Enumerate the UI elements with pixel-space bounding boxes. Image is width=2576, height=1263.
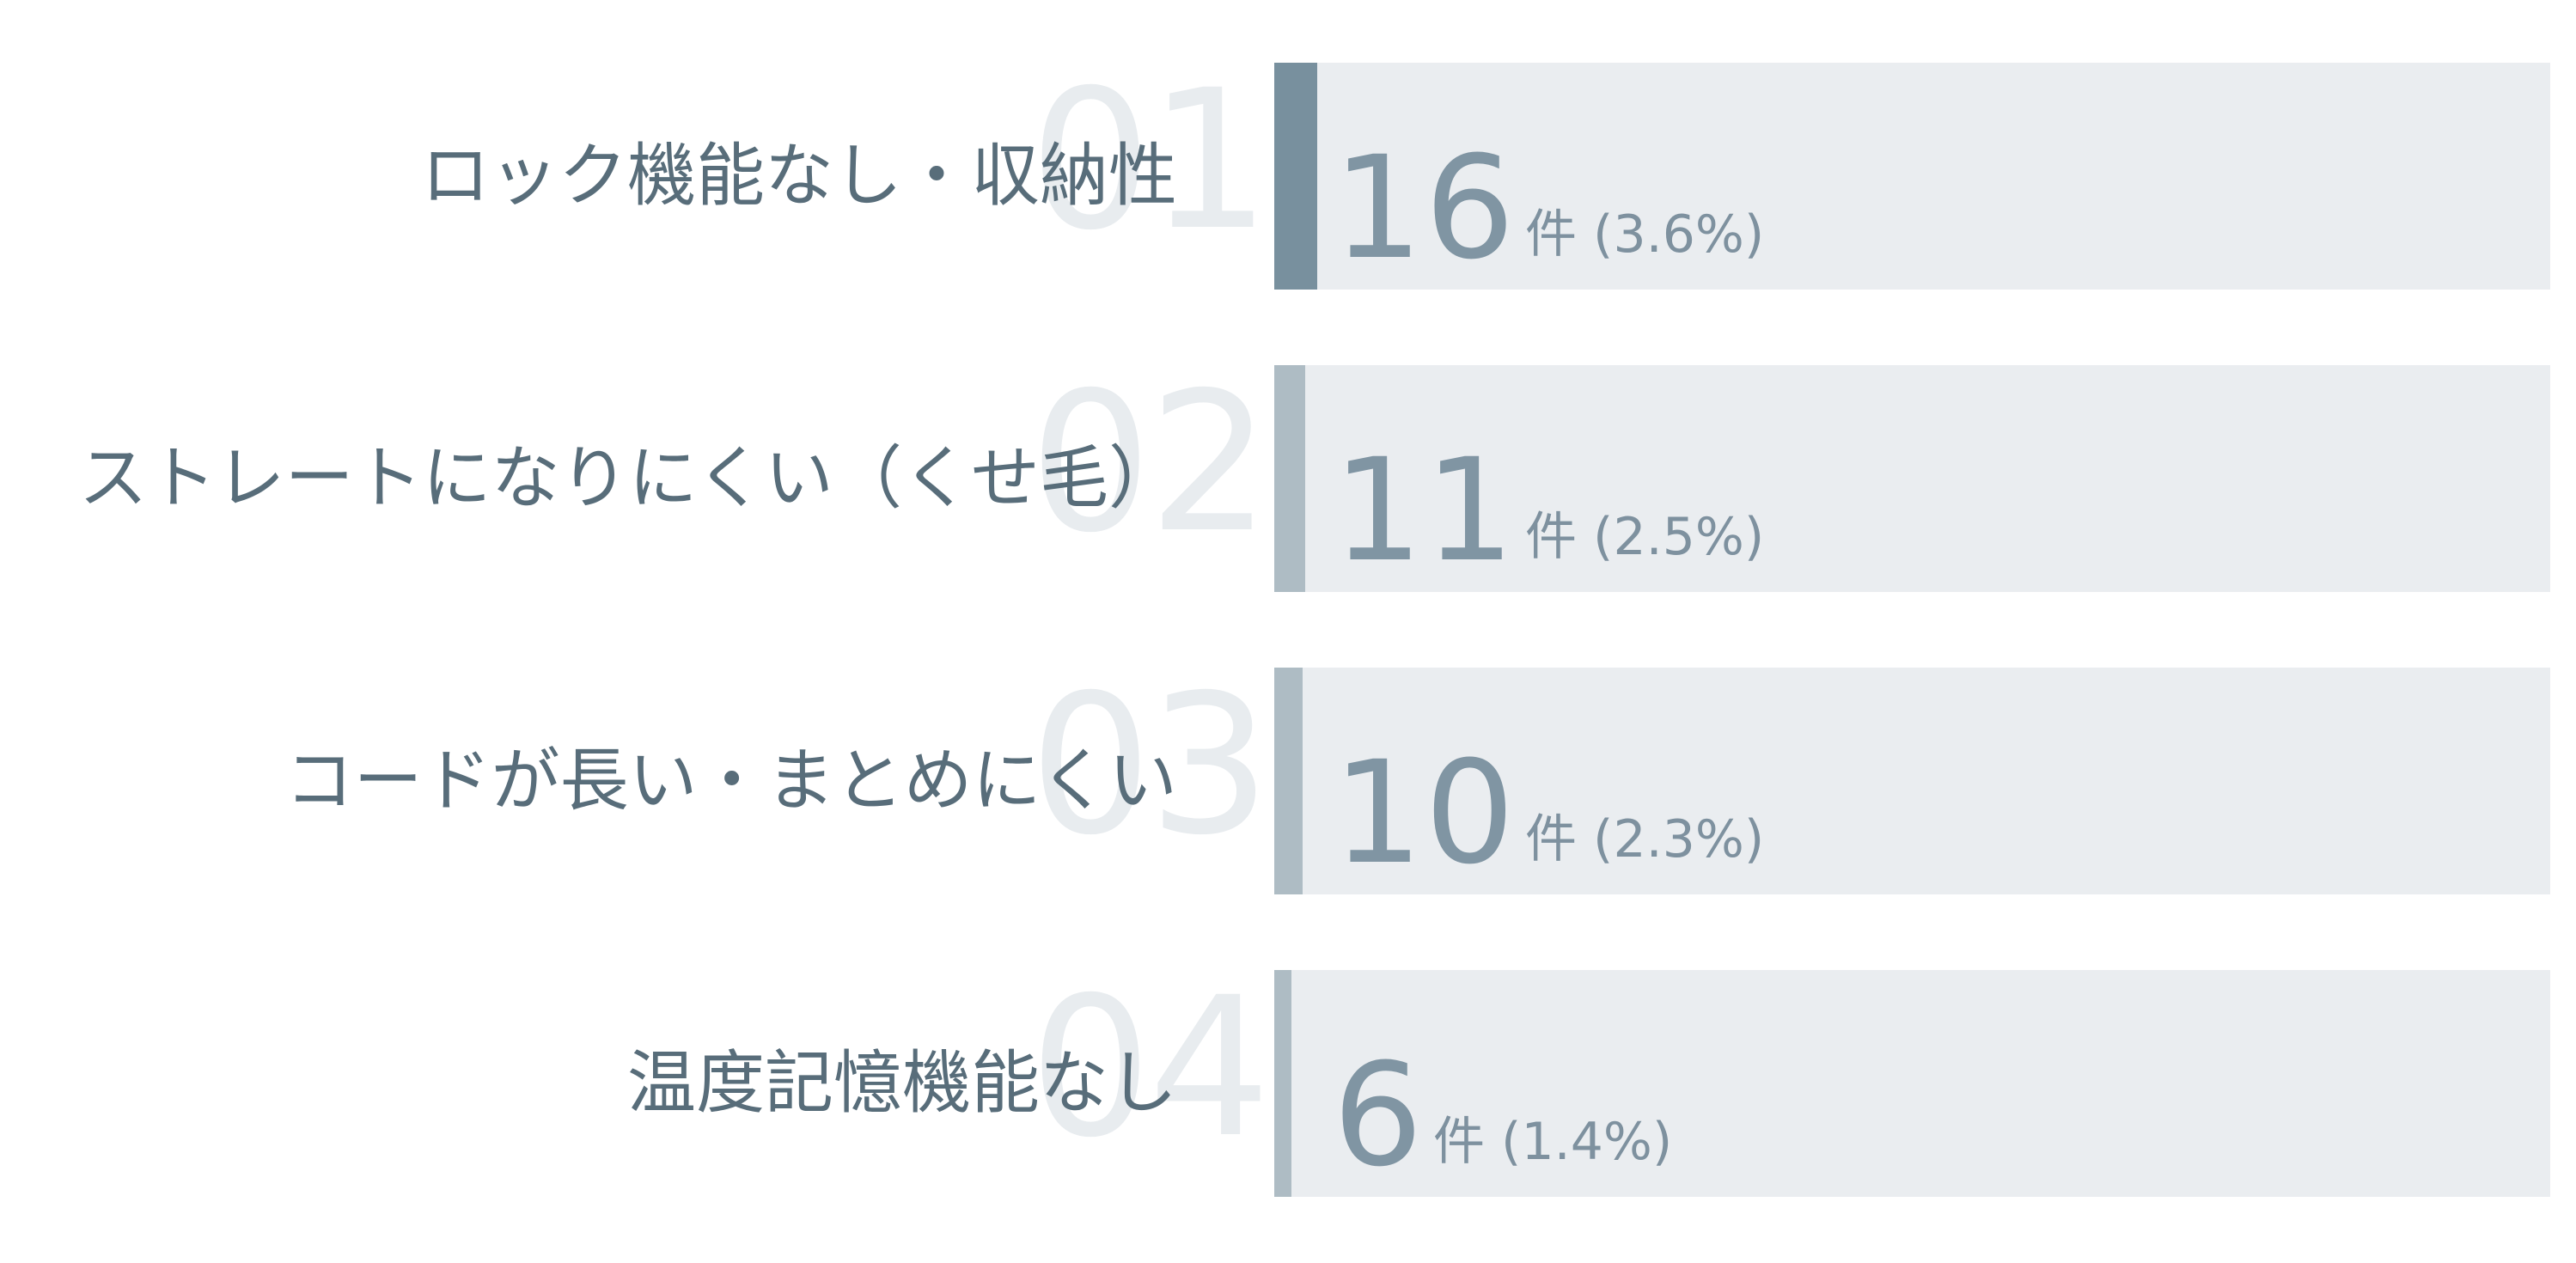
bar-value-2: 11 件 (2.5%) bbox=[1333, 440, 1764, 582]
rank-number-4: 04 bbox=[1029, 955, 1271, 1180]
bar-accent-1 bbox=[1274, 63, 1317, 290]
value-suffix-4: 件 (1.4%) bbox=[1432, 1112, 1673, 1172]
value-number-3: 10 bbox=[1333, 730, 1517, 895]
value-number-4: 6 bbox=[1333, 1033, 1425, 1198]
category-label-4: 温度記憶機能なし bbox=[627, 1043, 1177, 1124]
bar-accent-4 bbox=[1274, 970, 1291, 1197]
value-suffix-1: 件 (3.6%) bbox=[1524, 204, 1765, 265]
category-label-3: コードが長い・まとめにくい bbox=[284, 741, 1177, 821]
chart-row-3: 03 コードが長い・まとめにくい 10 件 (2.3%) bbox=[0, 668, 2576, 894]
rank-number-2: 02 bbox=[1029, 351, 1271, 575]
bar-accent-3 bbox=[1274, 668, 1303, 894]
chart-row-2: 02 ストレートになりにくい（くせ毛） 11 件 (2.5%) bbox=[0, 365, 2576, 592]
bar-value-1: 16 件 (3.6%) bbox=[1333, 137, 1764, 279]
rank-number-3: 03 bbox=[1029, 653, 1271, 877]
bar-track-3: 10 件 (2.3%) bbox=[1274, 668, 2550, 894]
bar-track-1: 16 件 (3.6%) bbox=[1274, 63, 2550, 290]
rank-number-1: 01 bbox=[1029, 48, 1271, 272]
bar-value-3: 10 件 (2.3%) bbox=[1333, 742, 1764, 884]
category-label-2: ストレートになりにくい（くせ毛） bbox=[78, 438, 1177, 519]
chart-row-1: 01 ロック機能なし・収納性 16 件 (3.6%) bbox=[0, 63, 2576, 290]
value-number-2: 11 bbox=[1333, 428, 1517, 593]
bar-accent-2 bbox=[1274, 365, 1305, 592]
bar-track-2: 11 件 (2.5%) bbox=[1274, 365, 2550, 592]
value-suffix-3: 件 (2.3%) bbox=[1524, 809, 1765, 869]
value-number-1: 16 bbox=[1333, 125, 1517, 290]
category-label-1: ロック機能なし・収納性 bbox=[421, 136, 1177, 217]
value-suffix-2: 件 (2.5%) bbox=[1524, 507, 1765, 567]
